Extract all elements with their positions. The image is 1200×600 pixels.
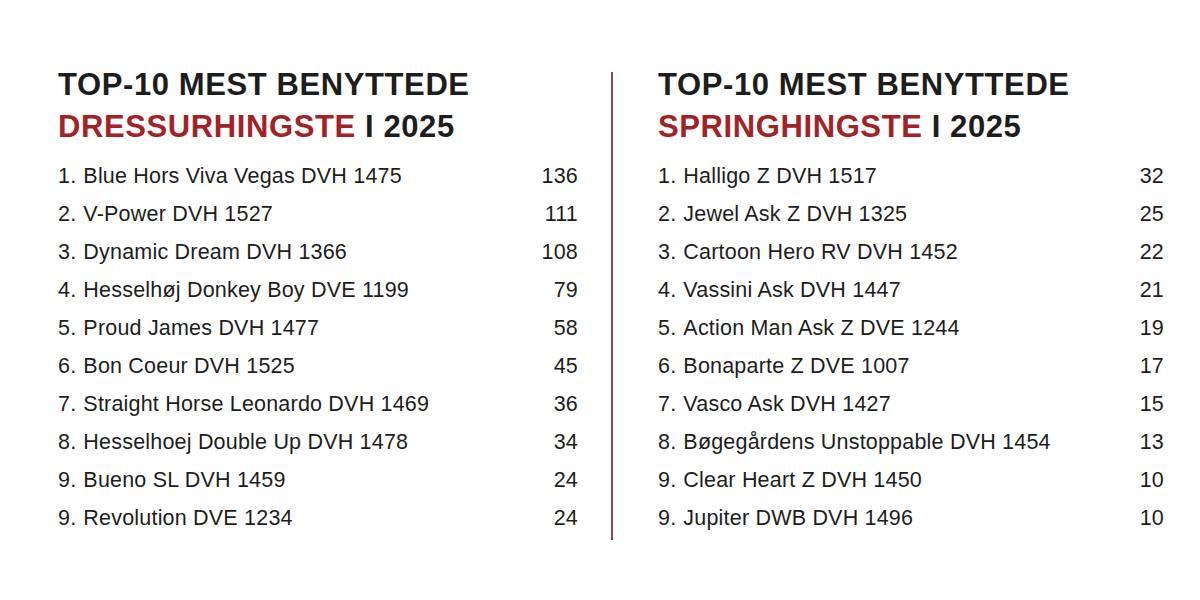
list-item: 9. Jupiter DWB DVH 1496 10: [658, 506, 1164, 544]
list-item: 1. Halligo Z DVH 1517 32: [658, 164, 1164, 202]
dressage-list-title: TOP-10 MEST BENYTTEDE DRESSURHINGSTE I 2…: [58, 64, 578, 148]
rank-label: 9.: [58, 468, 76, 493]
jumping-list-title: TOP-10 MEST BENYTTEDE SPRINGHINGSTE I 20…: [658, 64, 1164, 148]
list-item: 8. Hesselhoej Double Up DVH 1478 34: [58, 430, 578, 468]
usage-count: 34: [554, 430, 578, 455]
horse-name: Vasco Ask DVH 1427: [683, 392, 1139, 417]
horse-name: Hesselhoej Double Up DVH 1478: [83, 430, 553, 455]
horse-name: Action Man Ask Z DVE 1244: [683, 316, 1139, 341]
list-item: 8. Bøgegårdens Unstoppable DVH 1454 13: [658, 430, 1164, 468]
list-item: 6. Bon Coeur DVH 1525 45: [58, 354, 578, 392]
horse-name: Hesselhøj Donkey Boy DVE 1199: [83, 278, 553, 303]
rank-label: 8.: [58, 430, 76, 455]
usage-count: 19: [1140, 316, 1164, 341]
title-accent-springhingste: SPRINGHINGSTE: [658, 109, 922, 144]
usage-count: 17: [1140, 354, 1164, 379]
horse-name: Bon Coeur DVH 1525: [83, 354, 553, 379]
vertical-divider: [611, 72, 613, 540]
rank-label: 8.: [658, 430, 676, 455]
rank-label: 9.: [658, 506, 676, 531]
rank-label: 6.: [658, 354, 676, 379]
list-item: 4. Vassini Ask DVH 1447 21: [658, 278, 1164, 316]
usage-count: 36: [554, 392, 578, 417]
horse-name: Jewel Ask Z DVH 1325: [683, 202, 1139, 227]
usage-count: 79: [554, 278, 578, 303]
horse-name: Dynamic Dream DVH 1366: [83, 240, 541, 265]
list-item: 3. Cartoon Hero RV DVH 1452 22: [658, 240, 1164, 278]
usage-count: 21: [1140, 278, 1164, 303]
list-item: 2. Jewel Ask Z DVH 1325 25: [658, 202, 1164, 240]
rank-label: 3.: [58, 240, 76, 265]
horse-name: Clear Heart Z DVH 1450: [683, 468, 1139, 493]
list-item: 9. Clear Heart Z DVH 1450 10: [658, 468, 1164, 506]
list-item: 2. V-Power DVH 1527 111: [58, 202, 578, 240]
rank-label: 2.: [58, 202, 76, 227]
dressage-list-section: TOP-10 MEST BENYTTEDE DRESSURHINGSTE I 2…: [58, 64, 578, 544]
usage-count: 136: [542, 164, 578, 189]
rank-label: 6.: [58, 354, 76, 379]
usage-count: 15: [1140, 392, 1164, 417]
list-item: 7. Straight Horse Leonardo DVH 1469 36: [58, 392, 578, 430]
dressage-list-rows: 1. Blue Hors Viva Vegas DVH 1475 136 2. …: [58, 164, 578, 544]
title-year-suffix: I 2025: [922, 109, 1021, 144]
rank-label: 5.: [58, 316, 76, 341]
list-item: 3. Dynamic Dream DVH 1366 108: [58, 240, 578, 278]
rank-label: 2.: [658, 202, 676, 227]
horse-name: Straight Horse Leonardo DVH 1469: [83, 392, 553, 417]
jumping-list-section: TOP-10 MEST BENYTTEDE SPRINGHINGSTE I 20…: [658, 64, 1164, 544]
rank-label: 9.: [658, 468, 676, 493]
usage-count: 108: [542, 240, 578, 265]
list-item: 6. Bonaparte Z DVE 1007 17: [658, 354, 1164, 392]
title-line1: TOP-10 MEST BENYTTEDE: [58, 67, 470, 102]
horse-name: Bueno SL DVH 1459: [83, 468, 553, 493]
horse-name: Proud James DVH 1477: [83, 316, 553, 341]
horse-name: Blue Hors Viva Vegas DVH 1475: [83, 164, 541, 189]
horse-name: Vassini Ask DVH 1447: [683, 278, 1139, 303]
jumping-list-rows: 1. Halligo Z DVH 1517 32 2. Jewel Ask Z …: [658, 164, 1164, 544]
horse-name: Cartoon Hero RV DVH 1452: [683, 240, 1139, 265]
rank-label: 4.: [658, 278, 676, 303]
rank-label: 9.: [58, 506, 76, 531]
horse-name: Revolution DVE 1234: [83, 506, 553, 531]
list-item: 1. Blue Hors Viva Vegas DVH 1475 136: [58, 164, 578, 202]
title-accent-dressurhingste: DRESSURHINGSTE: [58, 109, 356, 144]
title-line1: TOP-10 MEST BENYTTEDE: [658, 67, 1070, 102]
horse-name: Halligo Z DVH 1517: [683, 164, 1139, 189]
usage-count: 45: [554, 354, 578, 379]
rank-label: 3.: [658, 240, 676, 265]
rank-label: 1.: [658, 164, 676, 189]
list-item: 4. Hesselhøj Donkey Boy DVE 1199 79: [58, 278, 578, 316]
list-item: 5. Action Man Ask Z DVE 1244 19: [658, 316, 1164, 354]
usage-count: 24: [554, 506, 578, 531]
rank-label: 7.: [58, 392, 76, 417]
title-year-suffix: I 2025: [356, 109, 455, 144]
horse-name: Bonaparte Z DVE 1007: [683, 354, 1139, 379]
horse-name: Jupiter DWB DVH 1496: [683, 506, 1139, 531]
usage-count: 58: [554, 316, 578, 341]
usage-count: 10: [1140, 468, 1164, 493]
usage-count: 32: [1140, 164, 1164, 189]
usage-count: 25: [1140, 202, 1164, 227]
rank-label: 5.: [658, 316, 676, 341]
usage-count: 22: [1140, 240, 1164, 265]
usage-count: 13: [1140, 430, 1164, 455]
list-item: 7. Vasco Ask DVH 1427 15: [658, 392, 1164, 430]
horse-name: V-Power DVH 1527: [83, 202, 544, 227]
rank-label: 4.: [58, 278, 76, 303]
rank-label: 1.: [58, 164, 76, 189]
list-item: 9. Bueno SL DVH 1459 24: [58, 468, 578, 506]
usage-count: 24: [554, 468, 578, 493]
list-item: 9. Revolution DVE 1234 24: [58, 506, 578, 544]
horse-name: Bøgegårdens Unstoppable DVH 1454: [683, 430, 1139, 455]
list-item: 5. Proud James DVH 1477 58: [58, 316, 578, 354]
rank-label: 7.: [658, 392, 676, 417]
infographic-top10-stallions: TOP-10 MEST BENYTTEDE DRESSURHINGSTE I 2…: [0, 0, 1200, 600]
usage-count: 10: [1140, 506, 1164, 531]
usage-count: 111: [545, 202, 578, 227]
